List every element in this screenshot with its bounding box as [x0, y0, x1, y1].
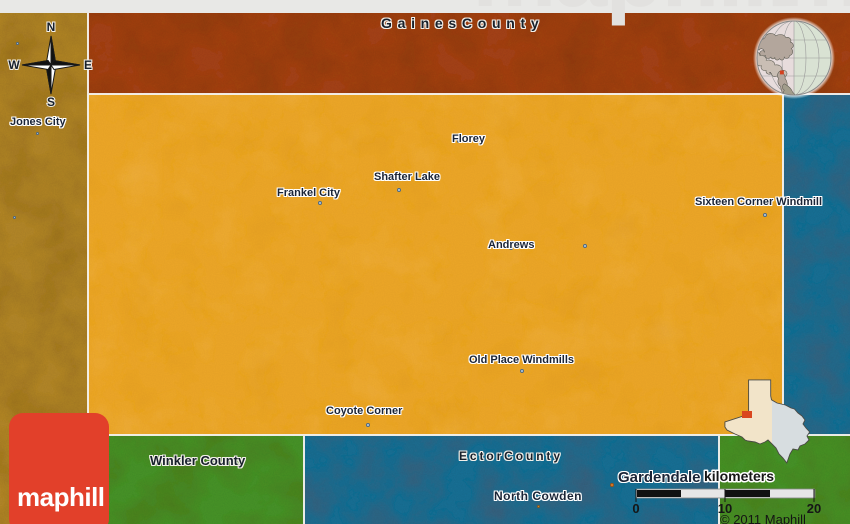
svg-text:20: 20 [807, 501, 821, 516]
svg-text:N: N [47, 20, 56, 34]
svg-text:0: 0 [632, 501, 639, 516]
svg-text:E: E [84, 58, 92, 72]
svg-text:W: W [8, 58, 20, 72]
svg-text:S: S [47, 95, 55, 109]
svg-text:kilometers: kilometers [704, 468, 774, 484]
